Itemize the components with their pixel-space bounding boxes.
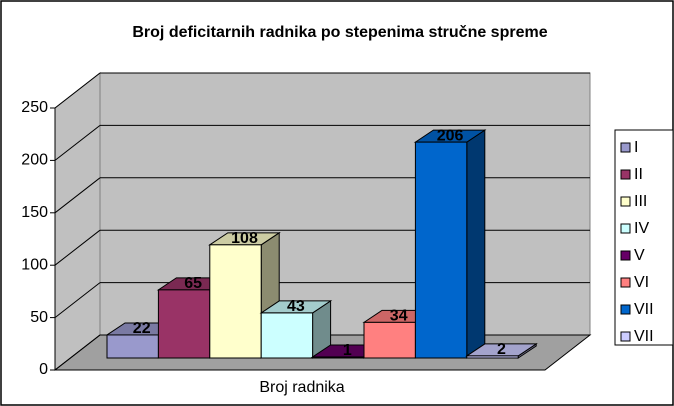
legend-swatch	[620, 277, 631, 288]
legend-label: V	[634, 247, 645, 264]
bar	[363, 321, 416, 359]
y-tick-label: 250	[21, 99, 48, 116]
bar	[157, 289, 211, 359]
data-label: 65	[184, 275, 202, 292]
data-label: 1	[343, 342, 352, 359]
legend-swatch	[620, 331, 631, 342]
bar	[209, 244, 262, 359]
grid-line	[54, 125, 101, 161]
data-label: 22	[133, 320, 151, 337]
side-wall	[54, 71, 101, 372]
grid-line	[54, 229, 101, 266]
legend-swatch	[620, 169, 631, 180]
legend-label: VI	[634, 274, 649, 291]
legend-swatch	[620, 223, 631, 234]
y-tick-label: 0	[39, 361, 48, 378]
legend-swatch	[620, 196, 631, 207]
bar-side	[466, 129, 486, 359]
bar	[414, 141, 468, 359]
legend-label: I	[634, 139, 638, 156]
bar	[106, 334, 159, 359]
bar	[466, 355, 519, 359]
grid-line	[54, 334, 101, 371]
y-tick-label: 100	[21, 256, 48, 273]
legend-swatch	[620, 250, 631, 261]
y-tick-label: 50	[30, 309, 48, 326]
legend-swatch	[620, 304, 631, 315]
bar	[312, 356, 365, 359]
grid-line	[54, 72, 101, 109]
data-label: 108	[231, 230, 258, 247]
legend-label: II	[634, 166, 643, 183]
legend-label: VII	[634, 328, 654, 345]
grid-line	[54, 177, 101, 214]
y-tick-label: 150	[21, 204, 48, 221]
legend-swatch	[620, 142, 631, 153]
y-tick-label: 200	[21, 152, 48, 169]
data-label: 2	[497, 341, 506, 358]
x-tick-label: Broj radnika	[259, 379, 344, 396]
legend-label: III	[634, 193, 647, 210]
data-label: 34	[390, 308, 408, 325]
legend-label: IV	[634, 220, 649, 237]
grid-line	[54, 282, 101, 318]
data-label: 206	[437, 127, 464, 144]
legend-label: VII	[634, 301, 654, 318]
bar	[260, 312, 314, 359]
chart-title: Broj deficitarnih radnika po stepenima s…	[132, 24, 547, 41]
data-label: 43	[287, 298, 305, 315]
